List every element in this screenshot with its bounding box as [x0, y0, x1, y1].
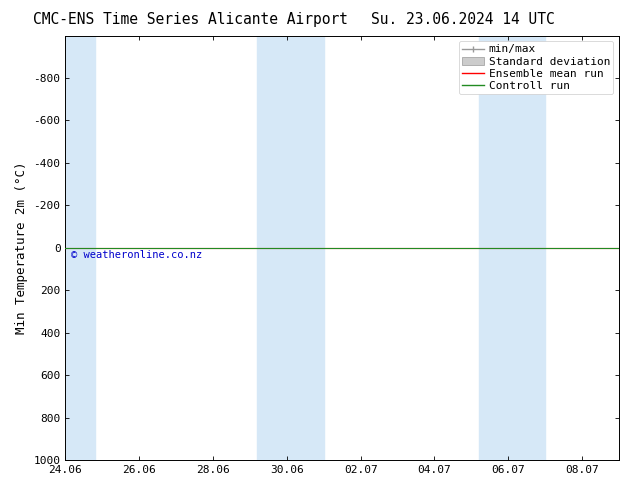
Text: Su. 23.06.2024 14 UTC: Su. 23.06.2024 14 UTC [371, 12, 555, 27]
Bar [65, 36, 95, 460]
Text: CMC-ENS Time Series Alicante Airport: CMC-ENS Time Series Alicante Airport [33, 12, 347, 27]
Bar [257, 36, 324, 460]
Text: © weatheronline.co.nz: © weatheronline.co.nz [71, 250, 202, 261]
Bar [479, 36, 545, 460]
Legend: min/max, Standard deviation, Ensemble mean run, Controll run: min/max, Standard deviation, Ensemble me… [458, 41, 614, 95]
Y-axis label: Min Temperature 2m (°C): Min Temperature 2m (°C) [15, 162, 28, 334]
